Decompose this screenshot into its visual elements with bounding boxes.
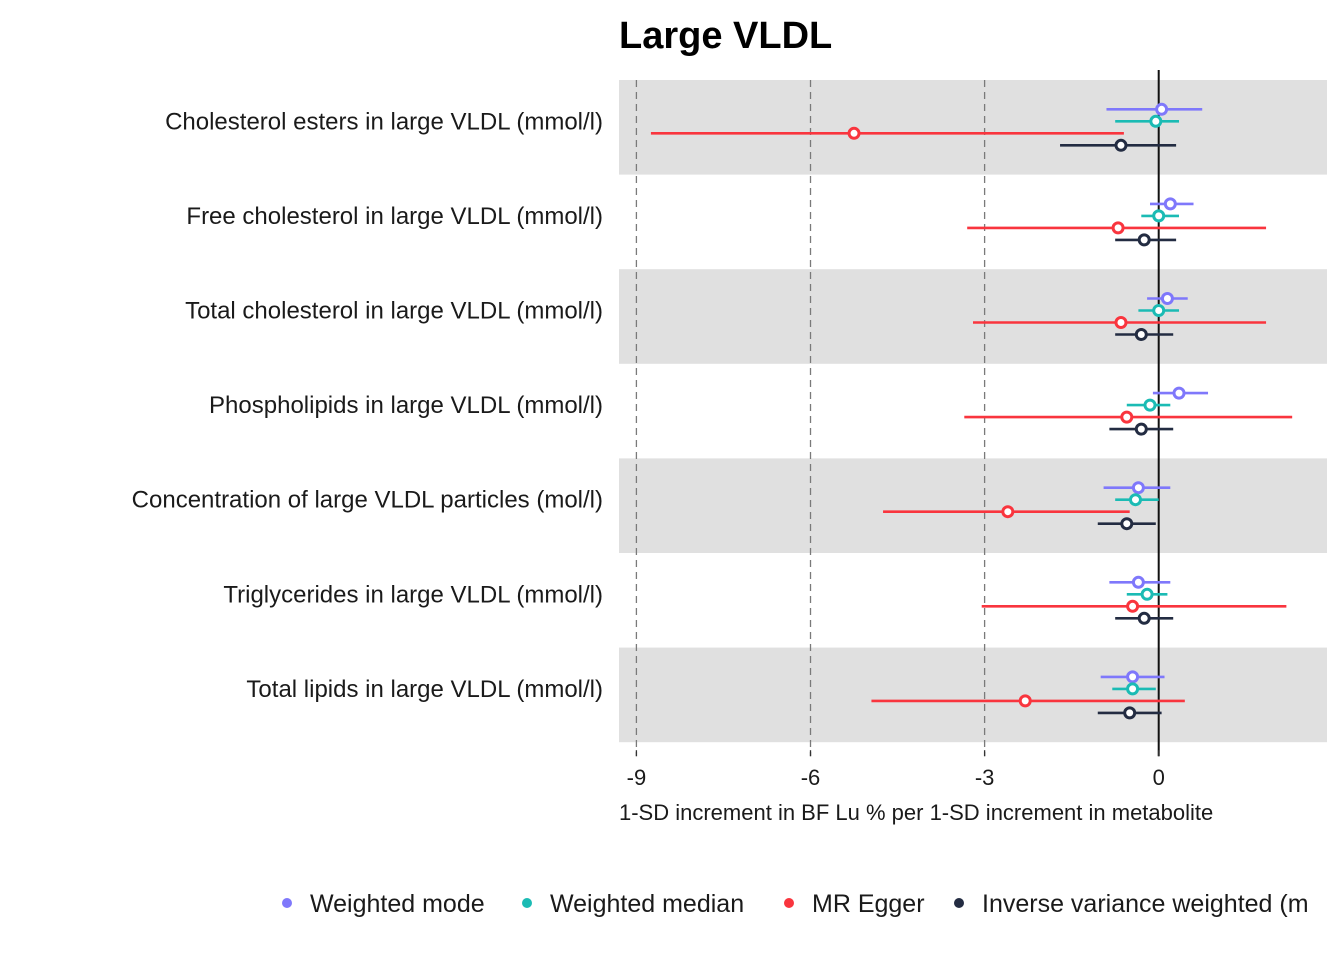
point-estimate <box>1120 410 1134 424</box>
estimate-marks <box>650 102 1293 720</box>
point-estimate <box>1152 304 1166 317</box>
point-estimate <box>1160 292 1174 305</box>
point-estimate <box>1155 102 1169 116</box>
legend-item: Inverse variance weighted (m <box>954 890 1309 918</box>
x-tick-label: -9 <box>627 765 647 790</box>
row-label: Concentration of large VLDL particles (m… <box>132 487 603 514</box>
row-label: Free cholesterol in large VLDL (mmol/l) <box>186 203 603 230</box>
point-estimate <box>1114 316 1128 329</box>
x-tick-label: -3 <box>975 765 995 790</box>
row-label: Total lipids in large VLDL (mmol/l) <box>246 676 603 703</box>
point-estimate <box>1114 138 1128 152</box>
point-estimate <box>847 126 861 140</box>
point-estimate <box>1131 575 1145 589</box>
point-estimate <box>1149 114 1163 128</box>
point-estimate <box>1126 599 1140 613</box>
x-axis-title: 1-SD increment in BF Lu % per 1-SD incre… <box>619 800 1213 825</box>
row-labels: Cholesterol esters in large VLDL (mmol/l… <box>132 108 603 703</box>
legend-swatch <box>954 898 964 908</box>
legend-label: Weighted median <box>550 890 744 918</box>
point-estimate <box>1172 386 1186 400</box>
legend-item: Weighted mode <box>282 890 485 918</box>
row-label: Phospholipids in large VLDL (mmol/l) <box>209 392 603 419</box>
legend-label: Inverse variance weighted (m <box>982 890 1309 918</box>
row-band <box>619 458 1327 553</box>
point-estimate <box>1001 505 1015 519</box>
x-tick-label: 0 <box>1153 765 1165 790</box>
point-estimate <box>1134 422 1148 436</box>
point-estimate <box>1123 706 1137 720</box>
row-band <box>619 269 1327 364</box>
legend-item: MR Egger <box>784 890 925 918</box>
legend-label: Weighted mode <box>310 890 485 918</box>
legend-swatch <box>784 898 794 908</box>
x-tick-label: -6 <box>801 765 821 790</box>
row-band <box>619 647 1327 743</box>
point-estimate <box>1152 209 1166 223</box>
legend: Weighted mode Weighted median MR Egger Inve… <box>282 890 1309 918</box>
point-estimate <box>1111 221 1125 235</box>
chart-title: Large VLDL <box>619 15 832 57</box>
point-estimate <box>1126 670 1140 684</box>
point-estimate <box>1120 517 1134 531</box>
legend-swatch <box>282 898 292 908</box>
point-estimate <box>1131 481 1145 495</box>
legend-label: MR Egger <box>812 890 925 918</box>
point-estimate <box>1140 587 1154 601</box>
point-estimate <box>1143 398 1157 412</box>
row-label: Total cholesterol in large VLDL (mmol/l) <box>185 298 603 325</box>
row-shading <box>619 80 1327 743</box>
point-estimate <box>1018 694 1032 708</box>
row-label: Cholesterol esters in large VLDL (mmol/l… <box>165 108 603 135</box>
point-estimate <box>1137 611 1151 625</box>
point-estimate <box>1128 493 1142 507</box>
point-estimate <box>1134 328 1148 341</box>
point-estimate <box>1137 233 1151 247</box>
x-axis: -9 -6 -3 0 <box>627 750 1165 790</box>
row-label: Triglycerides in large VLDL (mmol/l) <box>223 581 603 608</box>
legend-item: Weighted median <box>522 890 744 918</box>
row-band <box>619 80 1327 175</box>
point-estimate <box>1163 197 1177 211</box>
legend-swatch <box>522 898 532 908</box>
point-estimate <box>1126 682 1140 696</box>
